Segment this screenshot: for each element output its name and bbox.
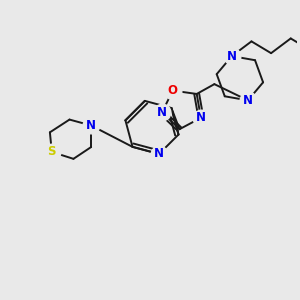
Text: N: N [196, 111, 206, 124]
Text: N: N [243, 94, 253, 107]
Text: N: N [227, 50, 237, 63]
Text: N: N [157, 106, 167, 119]
Text: S: S [48, 146, 56, 158]
Text: N: N [86, 119, 96, 132]
Text: N: N [154, 148, 164, 160]
Text: O: O [168, 84, 178, 97]
